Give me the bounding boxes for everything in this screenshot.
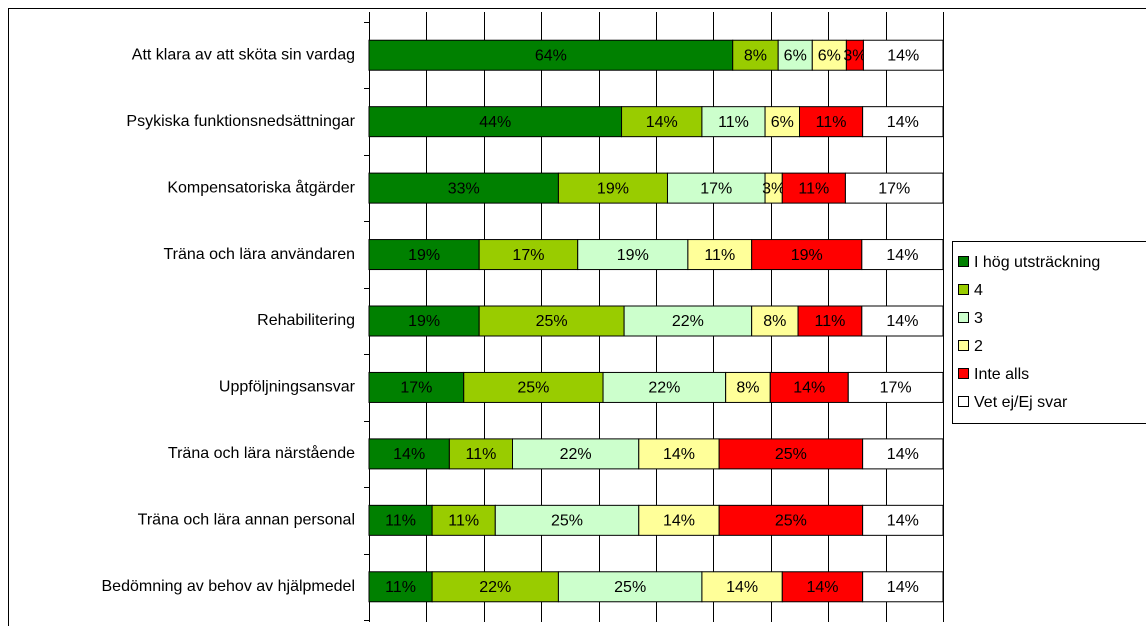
data-label: 22%: [648, 380, 680, 397]
legend-label: Vet ej/Ej svar: [974, 394, 1068, 411]
legend-label: 3: [974, 310, 983, 327]
data-label: 25%: [517, 380, 549, 397]
data-label: 14%: [646, 114, 678, 131]
data-label: 25%: [775, 446, 807, 463]
data-label: 14%: [887, 114, 919, 131]
data-label: 19%: [791, 247, 823, 264]
data-label: 14%: [887, 513, 919, 530]
data-label: 19%: [597, 180, 629, 197]
data-label: 25%: [775, 513, 807, 530]
y-tick-label: Träna och lära annan personal: [138, 512, 355, 529]
data-label: 3%: [762, 180, 785, 197]
y-tick-label: Träna och lära användaren: [163, 246, 355, 263]
data-label: 11%: [385, 513, 416, 530]
data-label: 14%: [887, 579, 919, 596]
data-label: 22%: [560, 446, 592, 463]
data-label: 11%: [815, 313, 846, 330]
legend-label: I hög utsträckning: [974, 254, 1100, 271]
data-label: 25%: [551, 513, 583, 530]
data-label: 17%: [400, 380, 432, 397]
data-label: 14%: [887, 446, 919, 463]
data-label: 44%: [479, 114, 511, 131]
data-label: 11%: [466, 446, 497, 463]
data-label: 14%: [663, 446, 695, 463]
legend-label: 2: [974, 338, 983, 355]
data-label: 6%: [818, 47, 841, 64]
data-label: 8%: [744, 47, 767, 64]
data-label: 22%: [479, 579, 511, 596]
data-label: 17%: [880, 380, 912, 397]
data-label: 11%: [704, 247, 735, 264]
data-label: 11%: [385, 579, 416, 596]
legend-swatch: [959, 285, 969, 295]
legend-label: 4: [974, 282, 983, 299]
data-label: 19%: [617, 247, 649, 264]
legend-swatch: [959, 397, 969, 407]
data-label: 17%: [512, 247, 544, 264]
data-label: 14%: [806, 579, 838, 596]
data-label: 6%: [771, 114, 794, 131]
data-label: 11%: [448, 513, 479, 530]
data-label: 17%: [878, 180, 910, 197]
data-label: 8%: [736, 380, 759, 397]
data-label: 14%: [886, 313, 918, 330]
data-label: 25%: [536, 313, 568, 330]
legend-swatch: [959, 369, 969, 379]
y-tick-label: Psykiska funktionsnedsättningar: [126, 113, 355, 130]
data-label: 14%: [663, 513, 695, 530]
data-label: 19%: [408, 313, 440, 330]
y-tick-label: Träna och lära närstående: [168, 444, 355, 462]
data-label: 14%: [393, 446, 425, 463]
data-label: 8%: [763, 313, 786, 330]
data-label: 14%: [726, 579, 758, 596]
y-tick-label: Att klara av att sköta sin vardag: [132, 46, 355, 63]
data-label: 33%: [448, 180, 480, 197]
legend-label: Inte alls: [974, 366, 1029, 383]
legend-swatch: [959, 341, 969, 351]
data-label: 11%: [718, 114, 749, 131]
legend-swatch: [959, 313, 969, 323]
data-label: 25%: [614, 579, 646, 596]
data-label: 14%: [793, 380, 825, 397]
data-label: 64%: [535, 47, 567, 64]
data-label: 14%: [887, 47, 919, 64]
data-label: 11%: [816, 114, 847, 131]
data-label: 11%: [798, 180, 829, 197]
data-label: 22%: [672, 313, 704, 330]
y-tick-label: Uppföljningsansvar: [219, 379, 356, 396]
data-label: 19%: [408, 247, 440, 264]
y-tick-label: Bedömning av behov av hjälpmedel: [102, 578, 356, 595]
data-label: 17%: [700, 180, 732, 197]
y-tick-label: Rehabilitering: [257, 312, 355, 329]
data-label: 6%: [784, 47, 807, 64]
y-tick-label: Kompensatoriska åtgärder: [167, 178, 355, 196]
data-label: 14%: [886, 247, 918, 264]
legend-swatch: [959, 257, 969, 267]
